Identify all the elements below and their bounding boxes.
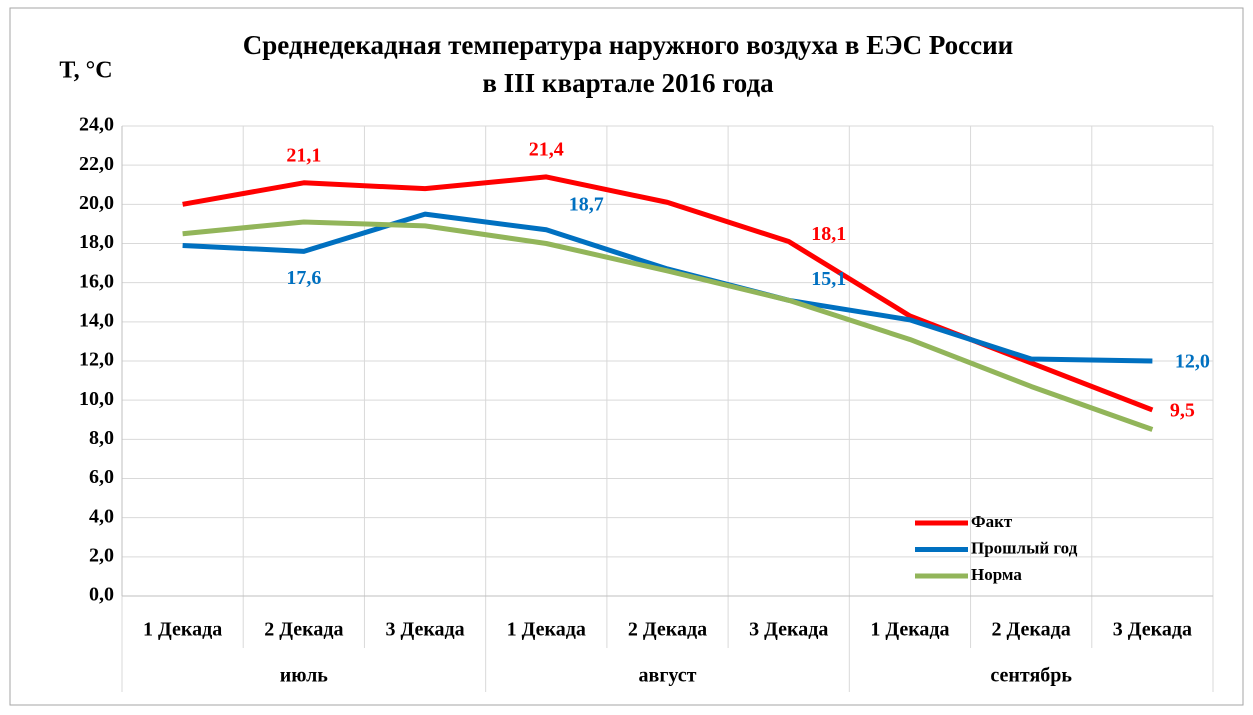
data-label: 18,7: [569, 193, 604, 215]
legend-label: Норма: [971, 565, 1022, 584]
legend-label: Прошлый год: [971, 538, 1078, 557]
y-tick-label: 14,0: [79, 309, 114, 331]
y-tick-label: 2,0: [89, 544, 114, 566]
y-tick-label: 4,0: [89, 505, 114, 527]
y-tick-label: 16,0: [79, 270, 114, 292]
x-tick-label: 1 Декада: [507, 619, 586, 641]
data-label: 21,4: [529, 139, 564, 161]
group-label: сентябрь: [990, 665, 1072, 687]
x-tick-label: 2 Декада: [264, 619, 343, 641]
y-tick-label: 18,0: [79, 231, 114, 253]
data-label: 18,1: [811, 223, 846, 245]
chart-title: Среднедекадная температура наружного воз…: [243, 30, 1013, 60]
y-tick-label: 0,0: [89, 584, 114, 606]
x-tick-label: 1 Декада: [870, 619, 949, 641]
data-label: 12,0: [1175, 351, 1210, 373]
x-tick-label: 1 Декада: [143, 619, 222, 641]
y-tick-label: 20,0: [79, 192, 114, 214]
x-tick-label: 3 Декада: [385, 619, 464, 641]
y-tick-label: 12,0: [79, 349, 114, 371]
group-label: август: [639, 665, 697, 687]
y-tick-label: 10,0: [79, 388, 114, 410]
series-line: [182, 219, 1154, 432]
x-tick-label: 3 Декада: [749, 619, 828, 641]
x-tick-label: 3 Декада: [1113, 619, 1192, 641]
chart-subtitle: в III квартале 2016 года: [482, 68, 774, 98]
legend-label: Факт: [971, 512, 1013, 531]
data-label: 21,1: [286, 144, 321, 166]
chart-border: [9, 7, 1244, 706]
y-tick-label: 22,0: [79, 153, 114, 175]
y-tick-label: 24,0: [79, 114, 114, 136]
y-axis-label: T, °C: [59, 58, 112, 84]
x-tick-label: 2 Декада: [628, 619, 707, 641]
x-tick-label: 2 Декада: [992, 619, 1071, 641]
data-label: 17,6: [286, 267, 321, 289]
y-tick-label: 6,0: [89, 466, 114, 488]
y-tick-label: 8,0: [89, 427, 114, 449]
data-label: 15,1: [811, 268, 846, 290]
group-label: июль: [280, 665, 329, 687]
data-label: 9,5: [1170, 400, 1195, 422]
